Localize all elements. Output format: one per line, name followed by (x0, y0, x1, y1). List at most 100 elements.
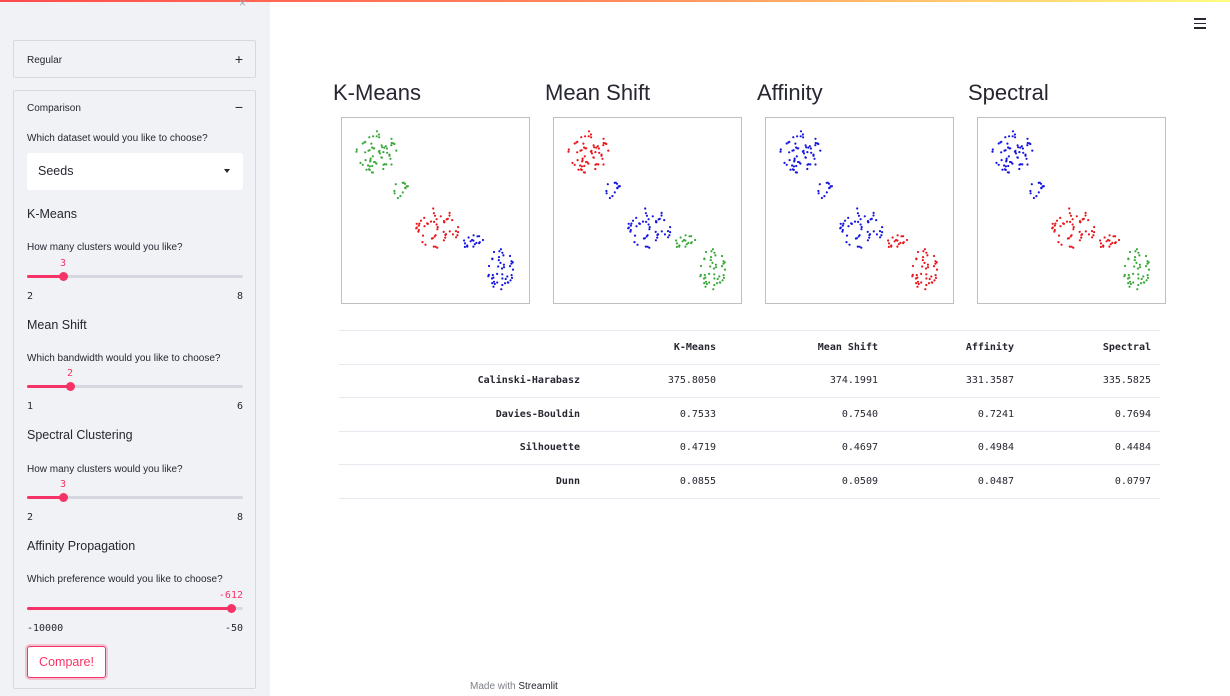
spectral-clusters-slider[interactable]: 3 2 8 (27, 479, 243, 523)
plot-title-affinity: Affinity (757, 80, 823, 105)
scatter-point (590, 136, 593, 139)
slider-thumb[interactable] (58, 493, 68, 502)
scatter-point (708, 272, 711, 275)
row-header: Silhouette (339, 430, 589, 465)
dataset-select[interactable]: Seeds (27, 153, 243, 190)
scatter-point (595, 163, 598, 166)
scatter-point (646, 245, 649, 248)
scatter-point (1065, 220, 1069, 223)
scatter-point (827, 182, 831, 185)
scatter-point (723, 268, 727, 271)
scatter-point (859, 223, 862, 226)
meanshift-bandwidth-slider[interactable]: 2 1 6 (27, 368, 243, 412)
scatter-point (881, 226, 884, 229)
scatter-point (1020, 145, 1023, 148)
scatter-point (1146, 274, 1149, 277)
scatter-point (1021, 163, 1024, 166)
scatter-point (857, 220, 860, 223)
minus-icon[interactable]: − (234, 99, 243, 115)
scatter-point (818, 183, 821, 186)
scatter-point (923, 248, 926, 251)
row-header: Dunn (339, 464, 589, 499)
kmeans-question: How many clusters would you like? (27, 242, 183, 253)
compare-button[interactable]: Compare! (27, 646, 106, 678)
affinity-preference-slider[interactable]: -612 -10000 -50 (27, 590, 243, 634)
scatter-point (896, 245, 899, 248)
scatter-point (859, 218, 862, 221)
scatter-point (1126, 277, 1130, 280)
slider-thumb[interactable] (226, 604, 236, 613)
scatter-point (804, 144, 807, 147)
scatter-point (467, 236, 470, 239)
scatter-point (839, 226, 842, 229)
scatter-plot-spectral (977, 117, 1166, 304)
scatter-point (421, 241, 424, 244)
expander-comparison-label[interactable]: Comparison (27, 103, 81, 114)
slider-fill (27, 607, 231, 610)
scatter-point (1134, 250, 1137, 253)
scatter-point (510, 260, 513, 263)
scatter-point (789, 168, 792, 171)
scatter-point (493, 282, 496, 286)
scatter-point (843, 219, 847, 222)
scatter-point (466, 244, 469, 247)
scatter-point (613, 181, 616, 184)
scatter-point (1011, 135, 1014, 138)
scatter-point (1069, 214, 1073, 217)
scatter-point (645, 214, 649, 217)
slider-thumb[interactable] (65, 382, 75, 391)
expander-regular[interactable]: Regular + (13, 40, 256, 78)
column-header: Spectral (1023, 330, 1160, 364)
scatter-point (847, 225, 850, 228)
scatter-point (576, 159, 579, 162)
scatter-point (868, 236, 871, 239)
scatter-point (635, 225, 638, 228)
scatter-point (779, 150, 782, 153)
scatter-point (457, 231, 460, 234)
scatter-point (600, 154, 603, 157)
scatter-point (792, 136, 795, 139)
column-header: K-Means (589, 330, 725, 364)
scatter-point (510, 276, 514, 279)
scatter-point (595, 146, 598, 149)
metrics-table: K-Means Mean Shift Affinity Spectral Cal… (339, 330, 1160, 499)
scatter-point (715, 282, 719, 285)
scatter-point (375, 135, 378, 138)
close-sidebar-icon[interactable]: × (239, 0, 247, 10)
scatter-point (926, 263, 929, 266)
scatter-point (858, 234, 861, 237)
scatter-point (721, 279, 724, 282)
slider-track (27, 275, 243, 278)
scatter-point (1004, 136, 1007, 139)
streamlit-link[interactable]: Streamlit (518, 681, 558, 692)
scatter-point (1147, 268, 1151, 271)
scatter-point (896, 234, 899, 237)
slider-thumb[interactable] (58, 272, 68, 281)
scatter-point (853, 220, 857, 223)
scatter-point (1026, 137, 1029, 140)
scatter-point (355, 150, 358, 153)
scatter-point (841, 224, 844, 227)
scatter-point (442, 239, 445, 242)
scatter-point (1109, 243, 1112, 246)
hamburger-menu-icon[interactable] (1194, 18, 1206, 32)
scatter-point (809, 163, 812, 166)
plus-icon[interactable]: + (234, 51, 243, 67)
scatter-point (930, 275, 933, 278)
scatter-point (1011, 162, 1014, 165)
scatter-point (378, 136, 381, 139)
kmeans-clusters-slider[interactable]: 3 2 8 (27, 258, 243, 302)
scatter-point (828, 187, 831, 190)
scatter-point (615, 182, 619, 185)
plot-title-meanshift: Mean Shift (545, 80, 651, 105)
scatter-point (1068, 207, 1071, 210)
scatter-point (1128, 250, 1132, 254)
scatter-point (722, 262, 725, 265)
kmeans-section-title: K-Means (27, 207, 78, 221)
scatter-point (921, 256, 925, 259)
scatter-point (395, 149, 398, 152)
scatter-point (393, 189, 396, 193)
scatter-point (581, 159, 584, 162)
scatter-point (605, 192, 608, 195)
table-cell: 335.5825 (1023, 363, 1160, 398)
